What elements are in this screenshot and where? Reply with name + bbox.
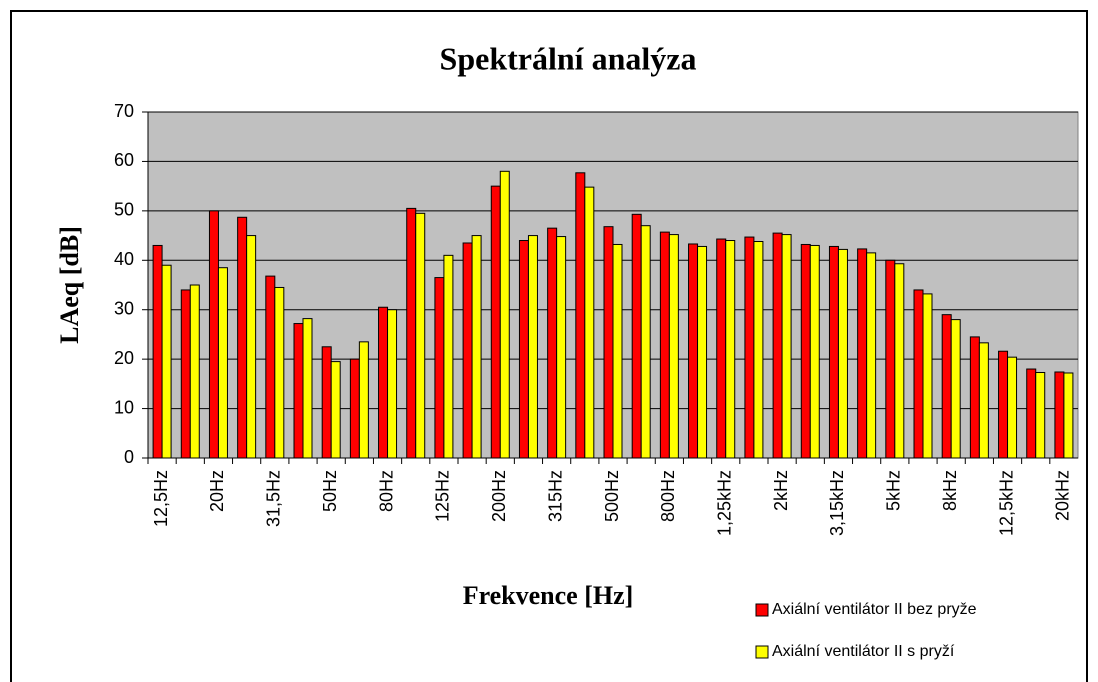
bar <box>885 259 896 459</box>
bar <box>1063 372 1074 459</box>
bar <box>161 264 172 459</box>
bar <box>584 186 595 459</box>
bar <box>575 172 586 459</box>
bar <box>800 243 811 459</box>
x-tick-label: 3,15kHz <box>827 470 847 536</box>
bar <box>612 243 623 459</box>
legend-label: Axiální ventilátor II bez pryže <box>772 601 977 618</box>
x-tick-label: 1,25kHz <box>714 470 734 536</box>
legend-swatch <box>755 603 769 617</box>
bar <box>302 318 313 459</box>
bar <box>527 235 538 459</box>
x-axis-title: Frekvence [Hz] <box>463 581 634 610</box>
bar <box>217 267 228 459</box>
bar <box>668 234 679 459</box>
bar <box>152 244 163 459</box>
x-tick-label: 31,5Hz <box>264 470 284 527</box>
y-tick-label: 40 <box>114 249 134 269</box>
bar <box>894 263 905 459</box>
bar <box>866 252 877 459</box>
y-tick-label: 30 <box>114 298 134 318</box>
bar <box>471 235 482 459</box>
legend-swatch <box>755 645 769 659</box>
bar <box>378 306 389 459</box>
bar <box>772 232 783 459</box>
bar <box>716 238 727 459</box>
bar <box>978 342 989 459</box>
bar <box>753 241 764 459</box>
x-tick-label: 50Hz <box>320 470 340 512</box>
bar <box>406 207 417 459</box>
x-tick-label: 200Hz <box>489 470 509 522</box>
bar <box>744 236 755 459</box>
y-tick-label: 20 <box>114 348 134 368</box>
bar <box>387 309 398 459</box>
bar <box>547 227 558 459</box>
bar <box>941 314 952 459</box>
bar <box>462 242 473 459</box>
bar <box>781 234 792 459</box>
bar <box>189 284 200 459</box>
bar <box>499 170 510 459</box>
legend-label: Axiální ventilátor II s pryží <box>772 643 955 660</box>
x-tick-label: 20kHz <box>1053 470 1073 521</box>
bar <box>1035 371 1046 459</box>
x-tick-label: 12,5kHz <box>996 470 1016 536</box>
x-tick-label: 5kHz <box>884 470 904 511</box>
bar <box>725 240 736 459</box>
bar <box>969 336 980 459</box>
x-tick-label: 20Hz <box>207 470 227 512</box>
bar <box>828 245 839 459</box>
x-tick-label: 12,5Hz <box>151 470 171 527</box>
bar <box>857 248 868 459</box>
bar <box>180 289 191 459</box>
y-tick-label: 70 <box>114 101 134 121</box>
bar <box>434 277 445 459</box>
bar <box>265 275 276 459</box>
bar <box>208 210 219 459</box>
bar <box>293 323 304 459</box>
bar <box>490 185 501 459</box>
y-tick-label: 0 <box>124 447 134 467</box>
y-tick-label: 60 <box>114 150 134 170</box>
x-tick-label: 2kHz <box>771 470 791 511</box>
bar <box>837 248 848 459</box>
bar <box>349 358 360 459</box>
x-tick-label: 125Hz <box>433 470 453 522</box>
bar <box>913 289 924 459</box>
y-axis-title: LAeq [dB] <box>55 226 84 344</box>
y-tick-label: 10 <box>114 397 134 417</box>
bar <box>274 286 285 459</box>
bar <box>603 226 614 459</box>
bar <box>358 341 369 459</box>
bar <box>443 254 454 459</box>
bar <box>922 293 933 459</box>
x-tick-label: 8kHz <box>940 470 960 511</box>
bar <box>640 225 651 459</box>
bar <box>631 213 642 459</box>
y-tick-label: 50 <box>114 200 134 220</box>
x-tick-label: 800Hz <box>658 470 678 522</box>
bar <box>246 235 257 459</box>
bar <box>688 243 699 459</box>
x-tick-label: 315Hz <box>545 470 565 522</box>
bar <box>330 361 341 459</box>
bar <box>659 231 670 459</box>
bar <box>518 240 529 459</box>
x-tick-label: 80Hz <box>376 470 396 512</box>
bar <box>950 319 961 459</box>
bar <box>1007 356 1018 459</box>
bar <box>998 350 1009 459</box>
bar <box>1026 368 1037 459</box>
bar <box>321 346 332 459</box>
bar <box>415 212 426 459</box>
x-tick-label: 500Hz <box>602 470 622 522</box>
chart-title: Spektrální analýza <box>440 40 697 76</box>
bar <box>556 236 567 459</box>
bar <box>809 244 820 459</box>
bar <box>237 216 248 459</box>
bar <box>697 245 708 459</box>
bar <box>1054 371 1065 459</box>
